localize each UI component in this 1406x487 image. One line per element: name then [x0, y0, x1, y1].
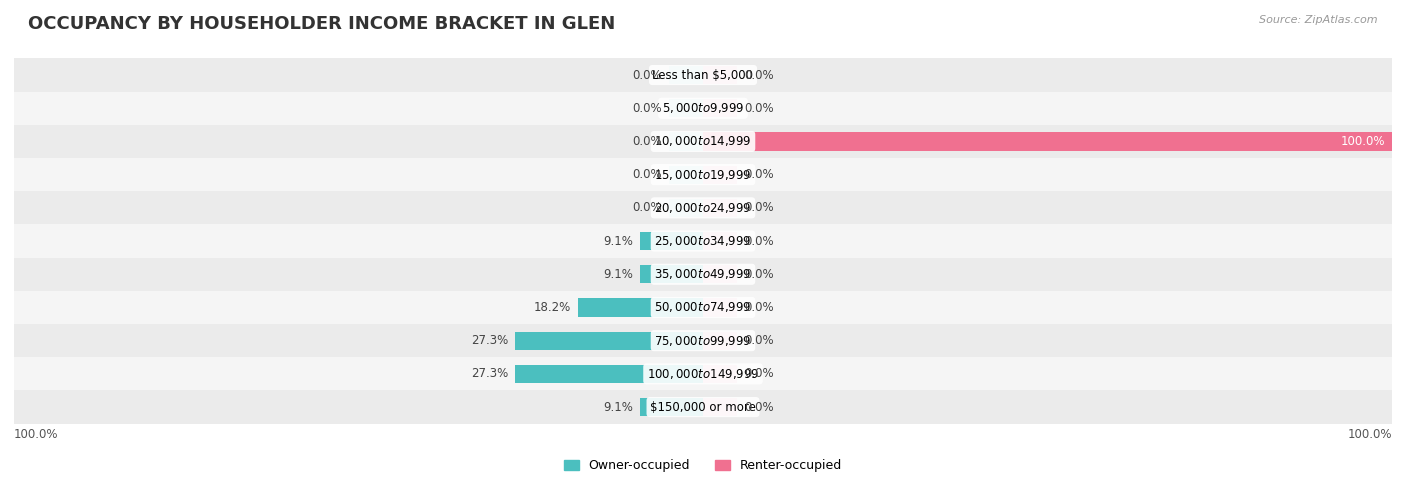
Text: $15,000 to $19,999: $15,000 to $19,999: [654, 168, 752, 182]
Text: 0.0%: 0.0%: [633, 102, 662, 115]
Bar: [578, 299, 703, 317]
Bar: [14, 58, 1392, 92]
Text: $25,000 to $34,999: $25,000 to $34,999: [654, 234, 752, 248]
Text: $5,000 to $9,999: $5,000 to $9,999: [662, 101, 744, 115]
Text: 0.0%: 0.0%: [744, 334, 773, 347]
Bar: [703, 299, 738, 317]
Text: $10,000 to $14,999: $10,000 to $14,999: [654, 134, 752, 149]
Bar: [14, 291, 1392, 324]
Bar: [14, 225, 1392, 258]
Bar: [703, 132, 1392, 150]
Bar: [14, 324, 1392, 357]
Bar: [703, 265, 738, 283]
Bar: [703, 166, 738, 184]
Bar: [14, 391, 1392, 424]
Text: 100.0%: 100.0%: [1340, 135, 1385, 148]
Text: Less than $5,000: Less than $5,000: [652, 69, 754, 81]
Text: 0.0%: 0.0%: [633, 135, 662, 148]
Bar: [669, 66, 703, 84]
Text: 100.0%: 100.0%: [1347, 428, 1392, 441]
Bar: [703, 99, 738, 117]
Text: 9.1%: 9.1%: [603, 268, 634, 281]
Text: 0.0%: 0.0%: [744, 168, 773, 181]
Text: 0.0%: 0.0%: [633, 168, 662, 181]
Text: 0.0%: 0.0%: [744, 301, 773, 314]
Bar: [14, 191, 1392, 225]
Bar: [515, 332, 703, 350]
Text: Source: ZipAtlas.com: Source: ZipAtlas.com: [1260, 15, 1378, 25]
Text: 100.0%: 100.0%: [14, 428, 59, 441]
Bar: [669, 132, 703, 150]
Text: $50,000 to $74,999: $50,000 to $74,999: [654, 300, 752, 315]
Text: 0.0%: 0.0%: [744, 235, 773, 247]
Bar: [14, 158, 1392, 191]
Bar: [14, 357, 1392, 391]
Text: $75,000 to $99,999: $75,000 to $99,999: [654, 334, 752, 348]
Text: 27.3%: 27.3%: [471, 367, 508, 380]
Bar: [640, 398, 703, 416]
Bar: [669, 166, 703, 184]
Text: 0.0%: 0.0%: [744, 268, 773, 281]
Bar: [669, 199, 703, 217]
Text: 0.0%: 0.0%: [744, 201, 773, 214]
Text: 0.0%: 0.0%: [744, 367, 773, 380]
Text: $20,000 to $24,999: $20,000 to $24,999: [654, 201, 752, 215]
Text: $150,000 or more: $150,000 or more: [650, 401, 756, 413]
Bar: [515, 365, 703, 383]
Legend: Owner-occupied, Renter-occupied: Owner-occupied, Renter-occupied: [564, 459, 842, 472]
Bar: [703, 232, 738, 250]
Text: 0.0%: 0.0%: [744, 401, 773, 413]
Bar: [703, 365, 738, 383]
Text: 9.1%: 9.1%: [603, 235, 634, 247]
Bar: [14, 125, 1392, 158]
Bar: [703, 332, 738, 350]
Text: 0.0%: 0.0%: [744, 69, 773, 81]
Bar: [14, 92, 1392, 125]
Bar: [703, 66, 738, 84]
Bar: [703, 398, 738, 416]
Text: OCCUPANCY BY HOUSEHOLDER INCOME BRACKET IN GLEN: OCCUPANCY BY HOUSEHOLDER INCOME BRACKET …: [28, 15, 616, 33]
Bar: [669, 99, 703, 117]
Bar: [640, 232, 703, 250]
Text: 0.0%: 0.0%: [633, 69, 662, 81]
Text: 0.0%: 0.0%: [633, 201, 662, 214]
Text: 27.3%: 27.3%: [471, 334, 508, 347]
Text: 18.2%: 18.2%: [533, 301, 571, 314]
Text: 9.1%: 9.1%: [603, 401, 634, 413]
Text: $35,000 to $49,999: $35,000 to $49,999: [654, 267, 752, 281]
Bar: [703, 199, 738, 217]
Text: 0.0%: 0.0%: [744, 102, 773, 115]
Bar: [14, 258, 1392, 291]
Bar: [640, 265, 703, 283]
Text: $100,000 to $149,999: $100,000 to $149,999: [647, 367, 759, 381]
